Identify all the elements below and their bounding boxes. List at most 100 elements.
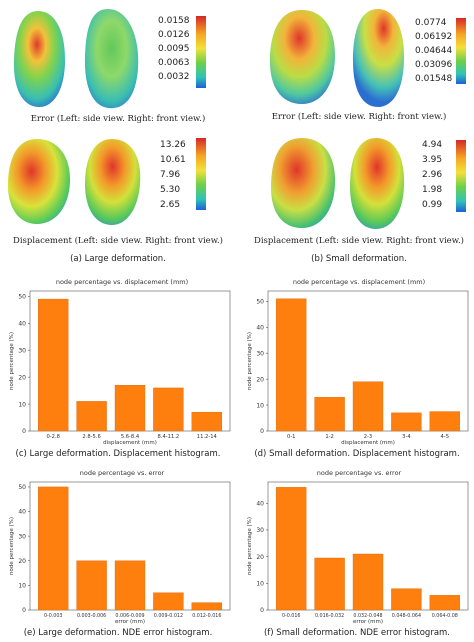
x-tick-label: 0.006-0.009: [115, 613, 144, 619]
small-displacement-colorbar: [456, 140, 466, 216]
bar: [76, 560, 107, 611]
y-axis-label: node percentage (%): [247, 332, 253, 390]
small-displacement-front-view: [344, 134, 408, 232]
chart-title: node percentage vs. error: [79, 469, 165, 477]
error-histogram-small: 0 10 20 30 40 node percentage (%) 0-0.016 0.016…: [247, 481, 469, 625]
colorbar-tick: 0.0095: [158, 44, 190, 54]
chart-title: node percentage vs. error: [316, 469, 402, 477]
x-tick-label: 0-2.8: [46, 434, 59, 440]
y-tick-label: 50: [18, 294, 26, 301]
y-tick-label: 30: [256, 350, 264, 357]
y-tick-label: 50: [256, 299, 264, 306]
bar: [276, 298, 307, 432]
large-displacement-caption: Displacement (Left: side view. Right: fr…: [13, 236, 223, 246]
y-tick-label: 40: [18, 321, 26, 328]
y-tick-label: 0: [22, 607, 26, 614]
chart-title: node percentage vs. displacement (mm): [292, 278, 426, 286]
x-axis-label: displacement (mm): [341, 440, 395, 446]
x-tick-label: 0.009-0.012: [154, 613, 183, 619]
x-tick-label: 0.012-0.016: [192, 613, 221, 619]
small-error-colorbar: [456, 18, 466, 88]
bar: [38, 298, 69, 432]
colorbar-tick: 0.0126: [158, 30, 190, 40]
x-axis-label: error (mm): [115, 619, 145, 625]
x-axis-label: error (mm): [353, 619, 383, 625]
colorbar-tick: 0.0158: [158, 16, 190, 26]
y-tick-label: 20: [256, 554, 264, 561]
small-displacement-side-view: [264, 134, 340, 232]
colorbar-tick: 1.98: [422, 185, 443, 195]
colorbar-tick: 0.01548: [415, 74, 453, 84]
y-tick-label: 30: [18, 347, 26, 354]
y-tick-label: 30: [256, 527, 264, 534]
bar: [314, 397, 345, 432]
small-displacement-caption: Displacement (Left: side view. Right: fr…: [254, 236, 464, 246]
y-tick-label: 10: [18, 583, 26, 590]
bar: [191, 411, 222, 432]
y-tick-label: 40: [256, 501, 264, 508]
large-error-front-view: [80, 6, 142, 112]
x-tick-label: 1-2: [325, 434, 333, 440]
y-tick-label: 20: [256, 376, 264, 383]
colorbar-tick: 3.95: [422, 155, 443, 165]
y-tick-label: 30: [18, 533, 26, 540]
large-displacement-front-view: [80, 136, 144, 228]
x-tick-label: 0.003-0.006: [77, 613, 106, 619]
bar: [153, 592, 184, 611]
x-tick-label: 3-4: [402, 434, 411, 440]
bar: [391, 412, 422, 432]
x-tick-label: 4-5: [441, 434, 449, 440]
x-tick-label: 11.2-14: [197, 434, 218, 440]
colorbar-tick: 7.96: [160, 170, 181, 180]
bar: [276, 487, 307, 611]
bar: [352, 553, 384, 611]
y-tick-label: 20: [18, 558, 26, 565]
bar: [391, 588, 422, 611]
subcaption-c: (c) Large deformation. Displacement hist…: [15, 449, 221, 459]
displacement-histogram-small: 0 10 20 30 40 50 node percentage (%) 0-1 1-2 2-3 3…: [247, 290, 469, 446]
large-error-caption: Error (Left: side view. Right: front vie…: [30, 114, 206, 124]
bar: [314, 557, 345, 611]
x-tick-label: 8.4-11.2: [158, 434, 180, 440]
subcaption-d: (d) Small deformation. Displacement hist…: [254, 449, 460, 459]
x-tick-label: 0.064-0.08: [432, 613, 458, 619]
y-tick-label: 40: [256, 324, 264, 331]
y-tick-label: 50: [18, 484, 26, 491]
x-tick-label: 0-0.003: [44, 613, 63, 619]
x-tick-label: 0-0.016: [282, 613, 301, 619]
colorbar-tick: 0.03096: [415, 60, 453, 70]
x-tick-label: 5.6-8.4: [121, 434, 140, 440]
y-axis-label: node percentage (%): [9, 332, 15, 390]
large-displacement-side-view: [3, 136, 75, 228]
chart-title: node percentage vs. displacement (mm): [55, 278, 189, 286]
subcaption-a: (a) Large deformation.: [70, 254, 166, 264]
bar: [429, 595, 460, 611]
x-tick-label: 0.048-0.064: [392, 613, 421, 619]
displacement-histogram-large: 0 10 20 30 40 50 node percentage (%) 0-2.8 2.8-5…: [9, 290, 231, 446]
colorbar-tick: 0.0774: [415, 18, 447, 28]
y-tick-label: 0: [260, 607, 264, 614]
colorbar-tick: 4.94: [422, 140, 443, 150]
y-tick-label: 0: [260, 428, 264, 435]
colorbar-tick: 0.06192: [415, 32, 453, 42]
y-tick-label: 10: [256, 402, 264, 409]
x-axis-label: displacement (mm): [103, 440, 157, 446]
colorbar-tick: 5.30: [160, 185, 181, 195]
colorbar-tick: 13.26: [160, 140, 186, 150]
bar: [429, 411, 460, 432]
bar: [114, 560, 146, 611]
error-histogram-large: 0 10 20 30 40 50 node percentage (%) 0-0.003 0.0…: [9, 481, 231, 625]
bar: [153, 387, 184, 432]
subcaption-e: (e) Large deformation. NDE error histogr…: [23, 628, 213, 638]
large-displacement-colorbar: [196, 138, 206, 214]
large-error-colorbar: [196, 16, 206, 92]
bar: [114, 385, 146, 432]
small-error-front-view: [348, 6, 408, 110]
y-axis-label: node percentage (%): [247, 517, 253, 575]
x-tick-label: 2.8-5.6: [82, 434, 100, 440]
subcaption-b: (b) Small deformation.: [311, 254, 407, 264]
y-tick-label: 20: [18, 374, 26, 381]
colorbar-tick: 10.61: [160, 155, 186, 165]
colorbar-tick: 0.0032: [158, 72, 190, 82]
colorbar-tick: 0.04644: [415, 46, 453, 56]
